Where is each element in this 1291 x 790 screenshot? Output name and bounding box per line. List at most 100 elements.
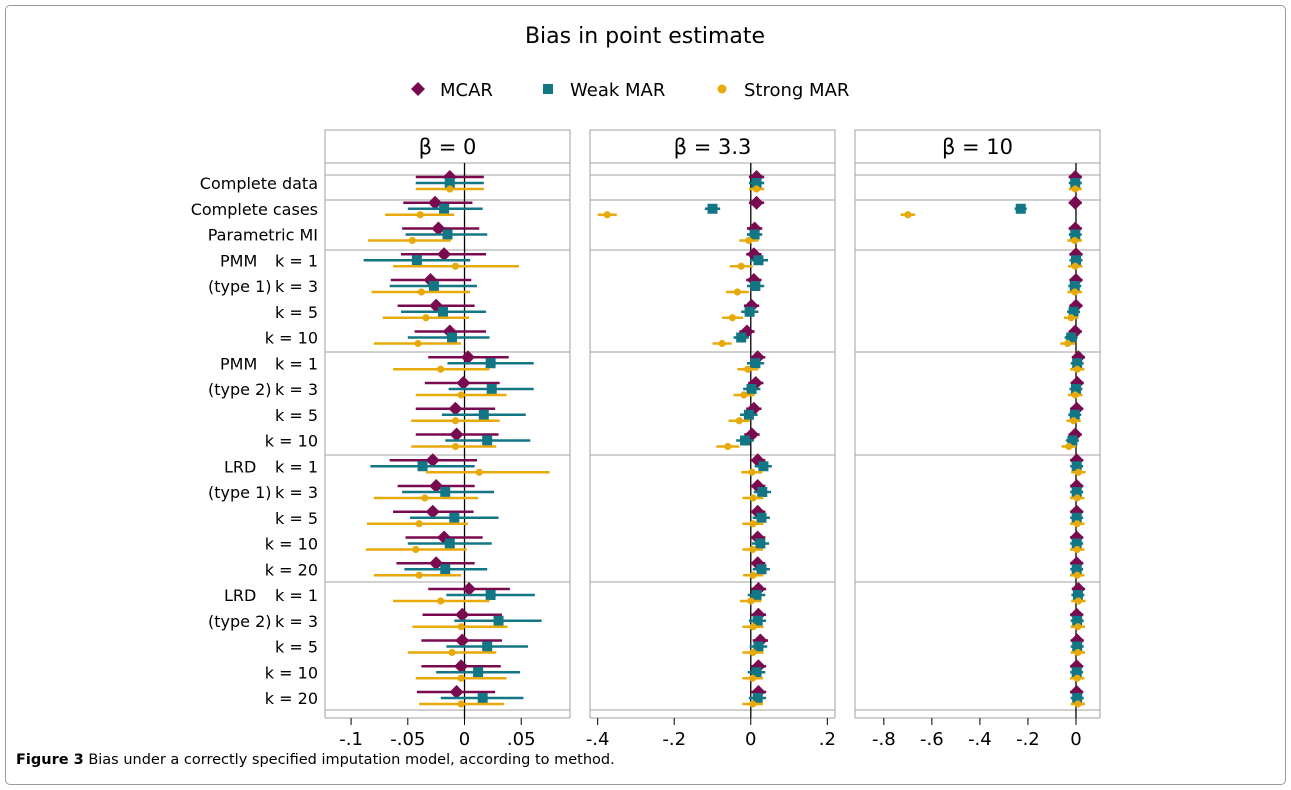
legend-marker-circle — [717, 84, 727, 94]
panel-title: β = 0 — [419, 135, 477, 159]
point-strong-mar — [740, 391, 748, 399]
row-label: k = 10 — [265, 329, 318, 348]
point-strong-mar — [437, 365, 445, 373]
point-weak-mar — [1071, 564, 1082, 575]
row-label: k = 3 — [275, 277, 318, 296]
point-strong-mar — [904, 211, 912, 219]
row-label: k = 1 — [275, 354, 318, 373]
point-strong-mar — [1071, 391, 1079, 399]
row-label: k = 3 — [275, 380, 318, 399]
x-tick-label: -.4 — [586, 729, 610, 750]
point-weak-mar — [486, 384, 497, 394]
point-strong-mar — [475, 468, 483, 476]
row-label: k = 20 — [265, 560, 318, 579]
point-mcar — [455, 607, 470, 622]
point-weak-mar — [750, 358, 761, 369]
point-weak-mar — [751, 178, 762, 188]
point-strong-mar — [417, 288, 426, 296]
point-weak-mar — [1070, 229, 1081, 240]
x-tick-label: .2 — [819, 729, 836, 750]
point-mcar — [429, 556, 444, 571]
point-strong-mar — [728, 314, 737, 322]
point-mcar — [460, 350, 475, 365]
point-strong-mar — [457, 623, 465, 631]
point-strong-mar — [1071, 185, 1079, 193]
point-weak-mar — [749, 229, 760, 240]
row-label: k = 5 — [275, 638, 318, 657]
x-tick-label: -.2 — [1016, 729, 1040, 750]
point-weak-mar — [444, 178, 455, 188]
point-weak-mar — [751, 590, 762, 600]
point-strong-mar — [749, 700, 757, 708]
panel-0: β = 0 -.1 -.05 0 .05 — [324, 129, 571, 750]
row-label-group: (type 2) — [208, 380, 272, 399]
x-tick-label: -.05 — [390, 729, 425, 750]
point-strong-mar — [752, 185, 761, 193]
panel-header — [854, 129, 1101, 164]
figure-caption: Figure 3 Bias under a correctly specifie… — [16, 752, 615, 768]
point-weak-mar — [447, 332, 458, 343]
row-label-group: LRD — [224, 586, 256, 605]
point-weak-mar — [753, 641, 764, 652]
point-mcar — [1068, 195, 1083, 210]
point-strong-mar — [735, 417, 743, 425]
point-weak-mar — [1071, 461, 1082, 472]
point-strong-mar — [437, 597, 445, 605]
x-tick-label: 0 — [1070, 729, 1081, 750]
point-weak-mar — [755, 538, 766, 549]
point-strong-mar — [1074, 597, 1082, 605]
legend-label: Strong MAR — [744, 80, 849, 101]
point-weak-mar — [1072, 590, 1083, 600]
point-strong-mar — [749, 545, 757, 554]
caption-label: Figure 3 — [16, 752, 84, 768]
panel-header — [324, 129, 571, 164]
point-mcar — [749, 195, 764, 210]
row-label: k = 3 — [275, 483, 318, 502]
point-strong-mar — [1063, 339, 1072, 348]
point-strong-mar — [451, 417, 460, 425]
panel-title: β = 10 — [942, 135, 1013, 159]
point-mcar — [462, 582, 477, 596]
point-weak-mar — [750, 281, 761, 291]
point-strong-mar — [748, 468, 756, 476]
point-weak-mar — [1067, 435, 1078, 446]
point-weak-mar — [1069, 281, 1080, 291]
point-weak-mar — [744, 306, 755, 317]
point-strong-mar — [749, 623, 757, 631]
point-weak-mar — [1071, 487, 1082, 497]
point-weak-mar — [477, 693, 488, 703]
row-label: k = 3 — [275, 612, 318, 631]
point-weak-mar — [411, 255, 422, 266]
point-strong-mar — [415, 520, 423, 528]
point-strong-mar — [1073, 571, 1081, 579]
row-label: k = 10 — [265, 535, 318, 554]
point-strong-mar — [408, 236, 416, 245]
point-mcar — [448, 401, 463, 416]
legend-marker-diamond — [411, 82, 425, 96]
point-strong-mar — [421, 494, 429, 502]
point-strong-mar — [749, 520, 757, 528]
point-strong-mar — [414, 339, 422, 348]
x-tick-label: -.6 — [920, 729, 944, 750]
point-strong-mar — [603, 211, 611, 219]
x-tick-label: -.8 — [872, 729, 896, 750]
x-tick-label: -.4 — [968, 729, 992, 750]
point-weak-mar — [439, 203, 450, 214]
point-strong-mar — [416, 211, 424, 219]
point-weak-mar — [1068, 306, 1079, 317]
point-mcar — [428, 195, 443, 210]
point-strong-mar — [415, 571, 423, 579]
point-strong-mar — [1074, 623, 1082, 631]
point-weak-mar — [417, 461, 428, 472]
row-label: Complete data — [200, 174, 318, 193]
panel-title: β = 3.3 — [674, 135, 752, 159]
point-strong-mar — [749, 494, 757, 502]
point-weak-mar — [1072, 641, 1083, 652]
point-weak-mar — [758, 461, 769, 472]
row-label: k = 5 — [275, 509, 318, 528]
row-label: k = 10 — [265, 663, 318, 682]
point-strong-mar — [446, 185, 454, 193]
point-weak-mar — [743, 409, 754, 420]
point-mcar — [454, 659, 469, 674]
